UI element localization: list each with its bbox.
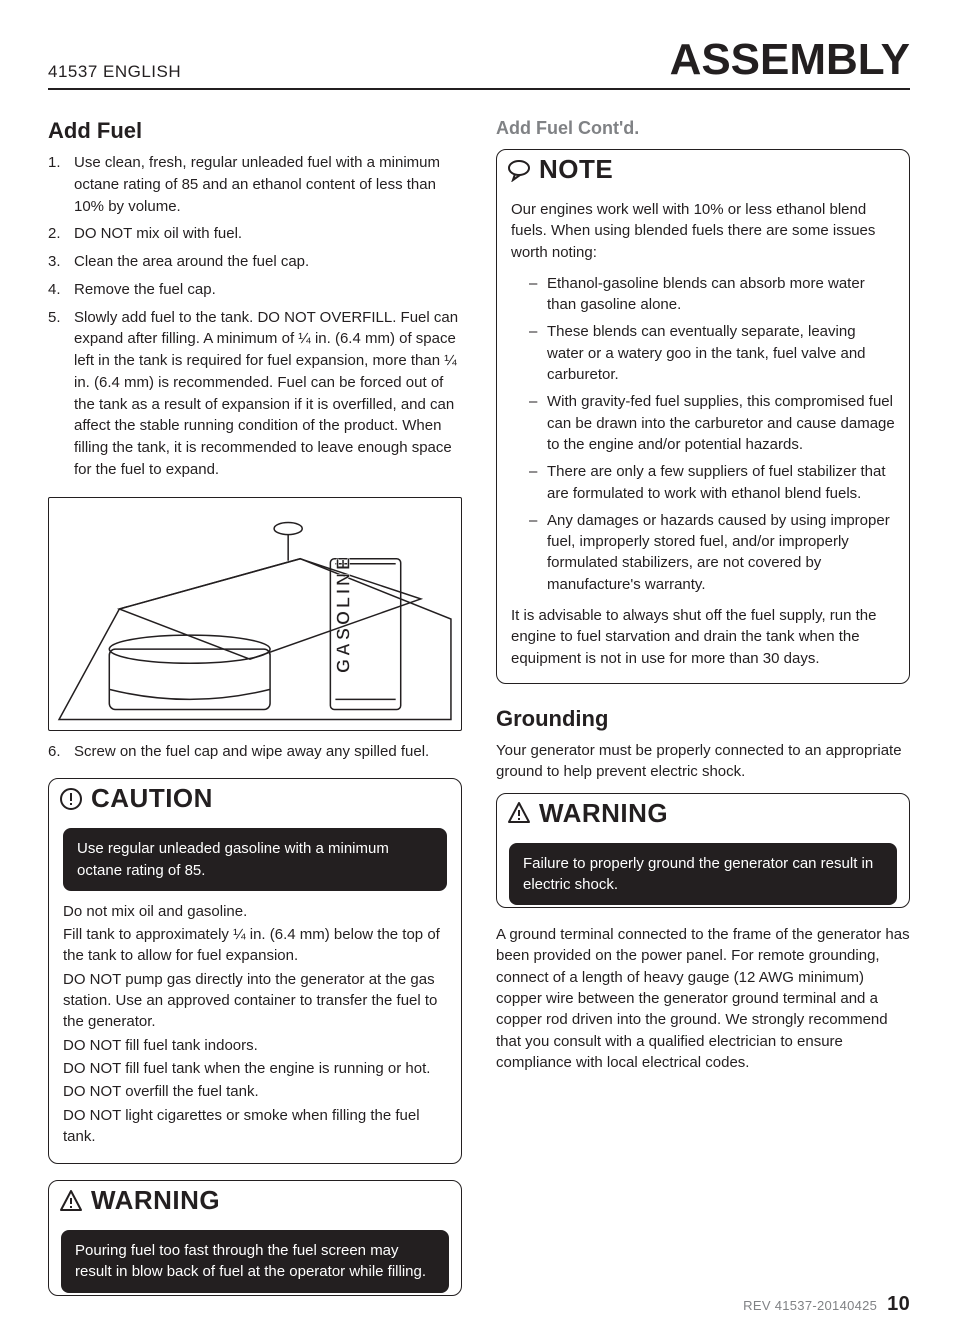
caution-line: Do not mix oil and gasoline. <box>63 901 447 922</box>
right-column: Add Fuel Cont'd. NOTE Our engines work w… <box>496 118 910 1312</box>
caution-line: DO NOT overfill the fuel tank. <box>63 1081 447 1102</box>
content-columns: Add Fuel Use clean, fresh, regular unlea… <box>48 118 910 1312</box>
note-outro: It is advisable to always shut off the f… <box>511 605 895 669</box>
list-item: Slowly add fuel to the tank. DO NOT OVER… <box>48 307 462 481</box>
warning-header: WARNING <box>49 1181 461 1220</box>
note-speech-icon <box>507 158 531 182</box>
list-item: Ethanol-gasoline blends can absorb more … <box>529 273 895 316</box>
grounding-body: A ground terminal connected to the frame… <box>496 924 910 1073</box>
list-item: These blends can eventually separate, le… <box>529 321 895 385</box>
add-fuel-steps: Use clean, fresh, regular unleaded fuel … <box>48 152 462 487</box>
caution-icon <box>59 787 83 811</box>
list-item: There are only a few suppliers of fuel s… <box>529 461 895 504</box>
doc-number: 41537 <box>48 62 98 81</box>
warning-triangle-icon <box>59 1189 83 1213</box>
gasoline-label: GASOLINE <box>333 554 354 672</box>
add-fuel-step-6: Screw on the fuel cap and wipe away any … <box>48 741 462 769</box>
warning-header: WARNING <box>497 794 909 833</box>
note-callout: NOTE Our engines work well with 10% or l… <box>496 149 910 684</box>
list-item: Use clean, fresh, regular unleaded fuel … <box>48 152 462 217</box>
caution-line: DO NOT fill fuel tank indoors. <box>63 1035 447 1056</box>
list-item: Screw on the fuel cap and wipe away any … <box>48 741 462 763</box>
list-item: Any damages or hazards caused by using i… <box>529 510 895 595</box>
warning-title: WARNING <box>539 798 668 829</box>
page-title: ASSEMBLY <box>670 38 910 82</box>
warning-triangle-icon <box>507 801 531 825</box>
list-item: DO NOT mix oil with fuel. <box>48 223 462 245</box>
grounding-intro: Your generator must be properly connecte… <box>496 740 910 783</box>
list-item: Clean the area around the fuel cap. <box>48 251 462 273</box>
warning-highlight: Pouring fuel too fast through the fuel s… <box>61 1230 449 1293</box>
note-bullets: Ethanol-gasoline blends can absorb more … <box>511 273 895 595</box>
left-column: Add Fuel Use clean, fresh, regular unlea… <box>48 118 462 1312</box>
doc-id: 41537 ENGLISH <box>48 62 181 82</box>
doc-language: ENGLISH <box>103 62 181 81</box>
list-item: With gravity-fed fuel supplies, this com… <box>529 391 895 455</box>
list-item: Remove the fuel cap. <box>48 279 462 301</box>
warning-highlight: Failure to properly ground the generator… <box>509 843 897 906</box>
revision-text: REV 41537-20140425 <box>743 1298 877 1313</box>
note-header: NOTE <box>497 150 909 189</box>
caution-header: CAUTION <box>49 779 461 818</box>
caution-line: Fill tank to approximately ¼ in. (6.4 mm… <box>63 924 447 967</box>
fuel-figure: GASOLINE <box>48 497 462 731</box>
gasoline-can-illustration <box>49 498 461 730</box>
cont-title: Add Fuel Cont'd. <box>496 118 910 139</box>
page-header: 41537 ENGLISH ASSEMBLY <box>48 38 910 90</box>
note-intro: Our engines work well with 10% or less e… <box>511 199 895 263</box>
section-title-grounding: Grounding <box>496 706 910 732</box>
caution-line: DO NOT pump gas directly into the genera… <box>63 969 447 1033</box>
warning-title: WARNING <box>91 1185 220 1216</box>
section-title-add-fuel: Add Fuel <box>48 118 462 144</box>
caution-body: Do not mix oil and gasoline. Fill tank t… <box>63 901 447 1147</box>
caution-highlight: Use regular unleaded gasoline with a min… <box>63 828 447 891</box>
page-number: 10 <box>887 1293 910 1315</box>
note-title: NOTE <box>539 154 613 185</box>
caution-title: CAUTION <box>91 783 213 814</box>
caution-line: DO NOT fill fuel tank when the engine is… <box>63 1058 447 1079</box>
caution-callout: CAUTION Use regular unleaded gasoline wi… <box>48 778 462 1164</box>
warning-callout-left: WARNING Pouring fuel too fast through th… <box>48 1180 462 1296</box>
page-footer: REV 41537-20140425 10 <box>743 1293 910 1316</box>
warning-callout-right: WARNING Failure to properly ground the g… <box>496 793 910 909</box>
caution-line: DO NOT light cigarettes or smoke when fi… <box>63 1105 447 1148</box>
